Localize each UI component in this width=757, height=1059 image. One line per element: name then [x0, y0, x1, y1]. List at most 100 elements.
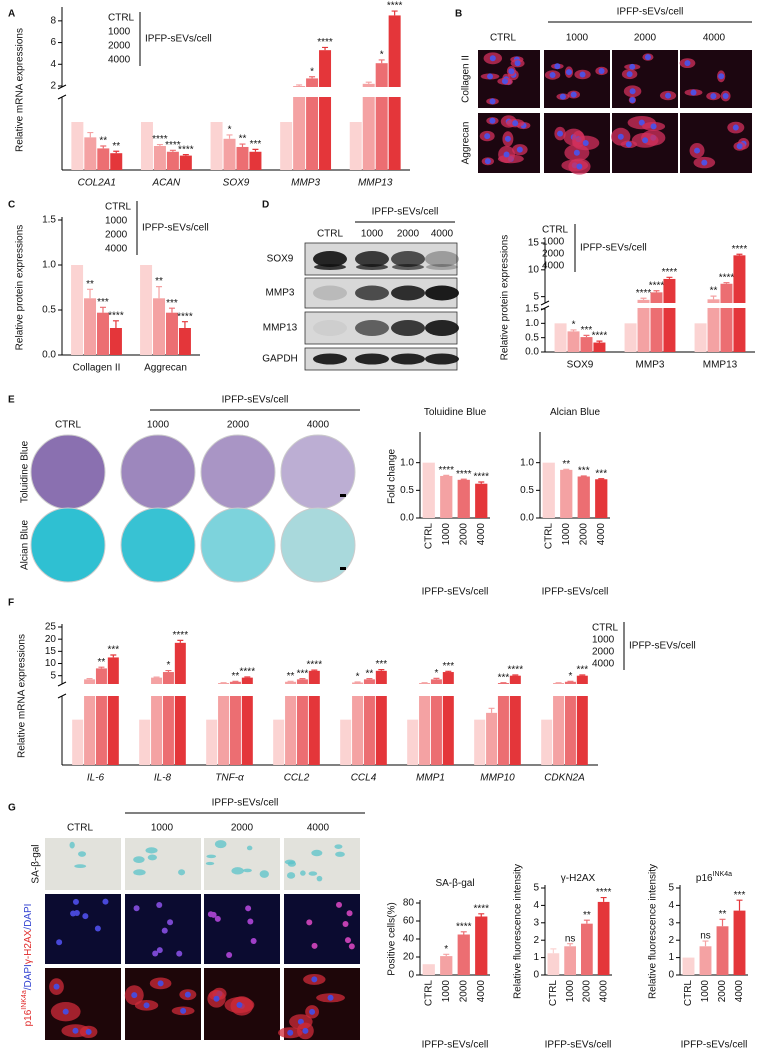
- bar: [71, 265, 84, 355]
- significance-label: **: [232, 671, 240, 682]
- significance-label: ***: [297, 668, 309, 679]
- error-bar: [710, 295, 717, 300]
- nucleus: [94, 925, 101, 932]
- bar: [663, 278, 676, 352]
- y-tick-label: 15: [45, 646, 57, 657]
- bar: [285, 681, 297, 765]
- legend-title: IPFP-sEVs/cell: [145, 34, 212, 45]
- error-bar: [512, 674, 519, 676]
- bar: [352, 682, 364, 765]
- y-tick-label: 0.5: [400, 485, 414, 496]
- bar: [97, 148, 110, 170]
- nucleus: [718, 73, 725, 80]
- nucleus: [489, 117, 496, 124]
- significance-label: ****: [649, 280, 665, 291]
- significance-label: *: [434, 668, 438, 679]
- error-bar: [365, 81, 372, 84]
- error-bar: [433, 677, 440, 680]
- bar: [716, 926, 729, 975]
- y-tick-label: 3: [533, 917, 539, 928]
- x-tick-label: 4000: [476, 980, 487, 1003]
- bar: [84, 137, 97, 170]
- nucleus: [629, 63, 636, 70]
- error-bar: [488, 707, 495, 713]
- row-label: Collagen II: [461, 55, 472, 103]
- protein-label: MMP13: [263, 323, 298, 334]
- cell: [287, 860, 297, 867]
- cell: [259, 870, 269, 878]
- bar: [84, 679, 96, 765]
- bar: [497, 683, 509, 765]
- x-tick-label: CCL4: [351, 773, 377, 784]
- bar: [457, 479, 470, 518]
- x-tick-label: 1000: [441, 980, 452, 1003]
- nucleus: [501, 78, 508, 85]
- significance-label: **: [99, 136, 107, 147]
- bar: [595, 479, 608, 518]
- chart-title-text: SA-β-gal: [435, 878, 474, 889]
- significance-label: ****: [387, 1, 403, 12]
- significance-label: ****: [456, 469, 472, 480]
- x-tick-label: 4000: [596, 523, 607, 546]
- bar: [650, 292, 663, 352]
- error-bar: [366, 678, 373, 680]
- nucleus: [348, 943, 355, 950]
- error-bar: [177, 639, 184, 643]
- bar: [475, 916, 488, 975]
- y-tick-label: 0.0: [520, 513, 534, 524]
- micrograph: [125, 838, 201, 890]
- x-tick-label: CTRL: [423, 980, 434, 1007]
- nucleus: [336, 901, 343, 908]
- nucleus: [167, 919, 174, 926]
- bar: [139, 719, 151, 765]
- column-label: 2000: [231, 823, 254, 834]
- lane-label: 4000: [431, 229, 454, 240]
- error-bar: [87, 131, 94, 138]
- cell: [286, 872, 296, 879]
- bar: [178, 328, 191, 355]
- x-tick-label: TNF-α: [215, 773, 244, 784]
- cell: [334, 844, 343, 849]
- nucleus: [72, 1027, 79, 1034]
- nucleus: [102, 898, 109, 905]
- y-tick-label: 60: [403, 916, 415, 927]
- culture-plate: [120, 507, 196, 583]
- legend-entry: CTRL: [108, 13, 135, 24]
- error-bar: [570, 329, 577, 332]
- x-axis-label: IPFP-sEVs/cell: [542, 587, 609, 598]
- significance-label: **: [155, 276, 163, 287]
- cell: [133, 869, 146, 876]
- y-tick-label: 4: [533, 900, 539, 911]
- column-label: CTRL: [67, 823, 94, 834]
- x-tick-label: 1000: [700, 980, 711, 1003]
- y-tick-label: 2: [533, 935, 539, 946]
- x-tick-label: MMP3: [291, 178, 320, 189]
- nucleus: [629, 88, 636, 95]
- error-bar: [580, 475, 587, 477]
- bar: [407, 719, 419, 765]
- bar: [475, 483, 488, 518]
- error-bar: [583, 334, 590, 338]
- error-bar: [666, 276, 673, 279]
- nucleus: [559, 93, 566, 100]
- nucleus: [210, 911, 217, 918]
- row-label: SA-β-gal: [31, 844, 42, 883]
- chart-title: Alcian Blue: [550, 407, 600, 418]
- significance-label: ***: [375, 659, 387, 670]
- bar: [340, 719, 352, 765]
- nucleus: [644, 54, 651, 61]
- cell: [214, 840, 227, 849]
- bar: [576, 675, 588, 765]
- bar: [597, 901, 610, 975]
- scale-bar: [340, 494, 346, 497]
- x-tick-label: 2000: [582, 980, 593, 1003]
- bar: [179, 155, 192, 170]
- x-tick-label: SOX9: [223, 178, 250, 189]
- nucleus: [512, 120, 519, 127]
- significance-label: ****: [662, 267, 678, 278]
- cell: [243, 868, 252, 873]
- x-tick-label: 2000: [458, 523, 469, 546]
- significance-label: ****: [165, 140, 181, 151]
- bar: [509, 675, 521, 765]
- legend-title: IPFP-sEVs/cell: [629, 641, 696, 652]
